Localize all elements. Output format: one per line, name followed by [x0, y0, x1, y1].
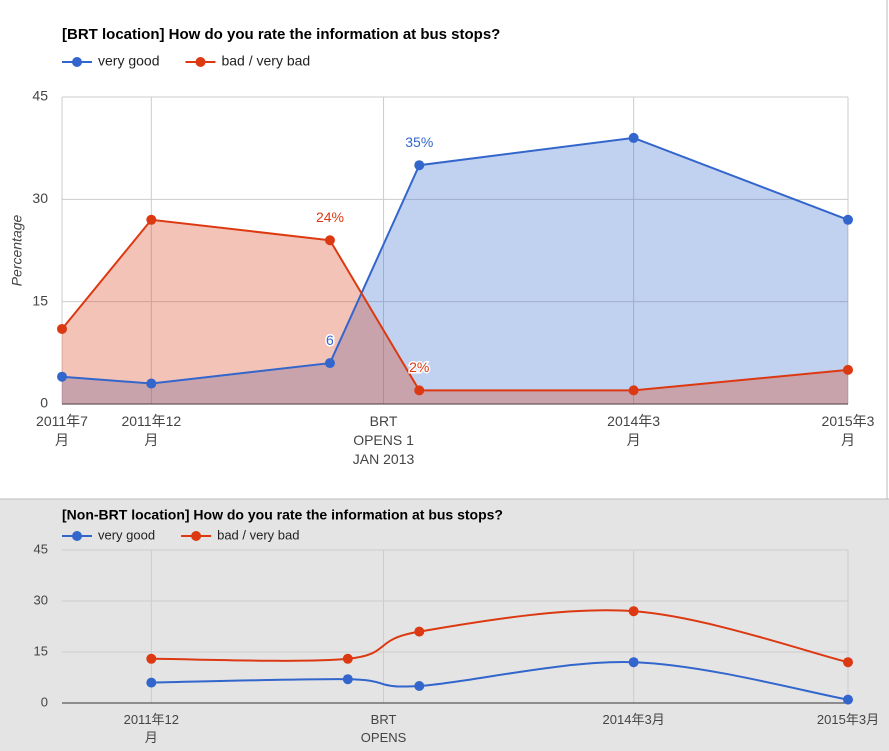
- x-tick-label: 2011年12 月: [121, 413, 181, 448]
- point: [414, 626, 425, 637]
- legend-marker: [72, 531, 82, 541]
- legend-marker: [191, 531, 202, 541]
- legend-label: bad / very bad: [221, 53, 310, 69]
- legend-marker: [195, 57, 206, 67]
- line: [151, 609, 849, 664]
- x-tick-label: 2011年7 月: [36, 413, 88, 448]
- area: [62, 219, 848, 404]
- point: [414, 385, 425, 396]
- data-label: 2%: [409, 359, 429, 375]
- legend-label: very good: [98, 53, 159, 69]
- legend-label: bad / very bad: [217, 527, 299, 542]
- x-tick-label: 2015年3月: [817, 712, 879, 727]
- point: [57, 371, 67, 382]
- point: [324, 358, 335, 369]
- bottom-panel: [0, 499, 889, 751]
- y-axis-label: Percentage: [9, 214, 25, 286]
- point: [414, 160, 425, 171]
- point: [146, 214, 157, 225]
- point: [628, 657, 639, 668]
- chart-title: [Non-BRT location] How do you rate the i…: [62, 507, 503, 523]
- point: [628, 132, 639, 143]
- y-tick-label: 0: [40, 395, 48, 411]
- legend-label: very good: [98, 527, 155, 542]
- y-tick-label: 30: [32, 190, 48, 206]
- top-panel: [0, 0, 889, 499]
- line: [61, 136, 849, 385]
- point: [843, 694, 853, 705]
- x-tick-label: 2011年12 月: [124, 712, 179, 745]
- x-tick-label: 2014年3月: [603, 712, 665, 727]
- line: [151, 661, 849, 701]
- data-label: 6: [326, 332, 334, 348]
- line: [61, 218, 849, 392]
- point: [628, 606, 639, 617]
- y-tick-label: 45: [34, 541, 48, 556]
- y-tick-label: 15: [34, 643, 48, 658]
- point: [342, 653, 353, 664]
- legend-marker: [72, 57, 82, 67]
- y-tick-label: 30: [34, 592, 48, 607]
- x-tick-label: BRT OPENS 1 JAN 2013: [353, 413, 415, 467]
- point: [342, 674, 353, 685]
- point: [324, 235, 335, 246]
- point: [146, 677, 157, 688]
- y-tick-label: 45: [32, 88, 48, 104]
- point: [843, 214, 853, 225]
- x-tick-label: BRT OPENS: [361, 712, 407, 745]
- y-tick-label: 0: [41, 694, 48, 709]
- point: [628, 385, 639, 396]
- data-label: 35%: [405, 134, 433, 150]
- y-tick-label: 15: [32, 292, 48, 308]
- point: [414, 681, 425, 691]
- area: [62, 137, 848, 404]
- point: [146, 653, 157, 664]
- point: [57, 323, 67, 334]
- point: [146, 378, 157, 389]
- point: [843, 657, 853, 668]
- data-label: 24%: [316, 209, 344, 225]
- chart-title: [BRT location] How do you rate the infor…: [62, 26, 500, 43]
- point: [843, 364, 853, 375]
